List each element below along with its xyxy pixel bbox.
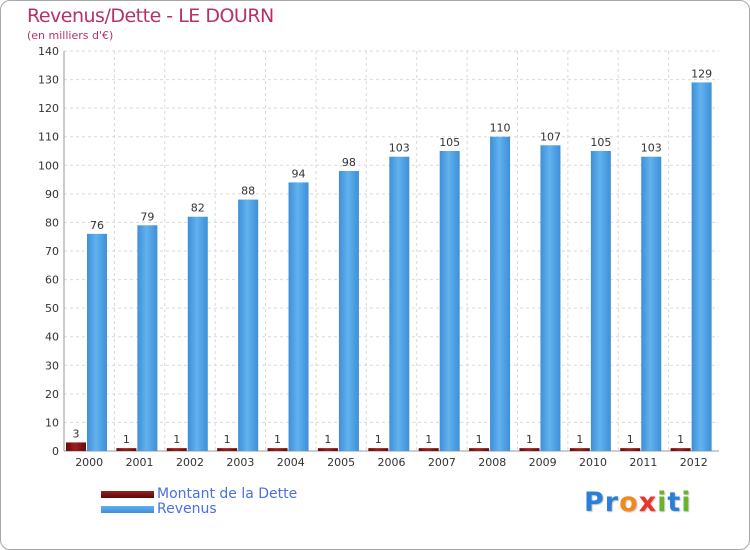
- data-label-revenus-2011: 103: [641, 142, 662, 155]
- data-label-dette-2008: 1: [476, 433, 483, 446]
- logo-letter-1: r: [604, 487, 620, 518]
- bar-revenus-2004: [288, 182, 309, 451]
- data-label-dette-2002: 1: [173, 433, 180, 446]
- data-label-revenus-2000: 76: [90, 219, 104, 232]
- data-label-revenus-2010: 105: [590, 136, 611, 149]
- data-label-dette-2005: 1: [324, 433, 331, 446]
- y-tick-label-80: 80: [45, 216, 59, 229]
- x-tick-label-2004: 2004: [277, 456, 305, 469]
- y-tick-label-110: 110: [38, 131, 59, 144]
- data-label-revenus-2001: 79: [140, 210, 154, 223]
- bar-dette-2012: [670, 448, 691, 451]
- data-label-dette-2003: 1: [224, 433, 231, 446]
- y-tick-label-40: 40: [45, 331, 59, 344]
- bar-dette-2000: [66, 442, 86, 451]
- bar-revenus-2006: [389, 156, 410, 451]
- data-label-revenus-2004: 94: [292, 167, 306, 180]
- x-tick-label-2012: 2012: [680, 456, 708, 469]
- logo-letter-4: i: [657, 487, 668, 518]
- y-tick-label-70: 70: [45, 245, 59, 258]
- bar-dette-2006: [368, 448, 389, 451]
- legend-swatch-revenus: [101, 506, 154, 513]
- data-label-revenus-2003: 88: [241, 185, 255, 198]
- bar-revenus-2005: [338, 171, 359, 451]
- y-tick-label-50: 50: [45, 302, 59, 315]
- logo-letter-6: i: [681, 487, 692, 518]
- x-tick-label-2003: 2003: [226, 456, 254, 469]
- y-tick-label-30: 30: [45, 359, 59, 372]
- chart-subtitle: (en milliers d'€): [27, 29, 114, 42]
- bar-layer: [66, 82, 712, 452]
- chart-title: Revenus/Dette - LE DOURN: [27, 5, 274, 27]
- data-label-dette-2004: 1: [274, 433, 281, 446]
- x-tick-label-2000: 2000: [75, 456, 103, 469]
- x-tick-label-2002: 2002: [176, 456, 204, 469]
- bar-revenus-2001: [137, 225, 158, 451]
- bar-revenus-2003: [238, 199, 259, 451]
- bar-dette-2009: [519, 448, 540, 451]
- y-tick-label-0: 0: [52, 445, 59, 458]
- logo-letter-0: P: [584, 487, 605, 518]
- bar-revenus-2011: [641, 156, 662, 451]
- x-tick-label-2010: 2010: [579, 456, 607, 469]
- y-tick-label-100: 100: [38, 159, 59, 172]
- bar-revenus-2008: [490, 136, 511, 451]
- x-tick-label-2006: 2006: [378, 456, 406, 469]
- data-label-dette-2009: 1: [526, 433, 533, 446]
- data-label-dette-2010: 1: [576, 433, 583, 446]
- x-tick-label-2011: 2011: [629, 456, 657, 469]
- bar-revenus-2012: [691, 82, 712, 451]
- label-layer: 0 10 20 30 40 50 60 70 80 90 100 110 120 130 140 3 76 200…: [38, 45, 712, 469]
- y-tick-label-90: 90: [45, 188, 59, 201]
- logo-letter-3: x: [638, 487, 658, 518]
- bar-dette-2011: [620, 448, 641, 451]
- bar-dette-2003: [217, 448, 238, 451]
- y-tick-label-10: 10: [45, 416, 59, 429]
- bar-dette-2010: [569, 448, 590, 451]
- bar-dette-2004: [267, 448, 288, 451]
- bar-revenus-2000: [87, 233, 107, 451]
- data-label-dette-2006: 1: [375, 433, 382, 446]
- legend-swatch-dette: [101, 491, 154, 498]
- proxiti-logo: Proxiti: [584, 487, 692, 518]
- legend-label-revenus: Revenus: [157, 501, 217, 517]
- bar-revenus-2002: [187, 216, 208, 451]
- data-label-dette-2001: 1: [123, 433, 130, 446]
- bar-dette-2007: [418, 448, 439, 451]
- y-tick-label-20: 20: [45, 388, 59, 401]
- data-label-dette-2007: 1: [425, 433, 432, 446]
- data-label-revenus-2007: 105: [439, 136, 460, 149]
- grid-layer: [64, 50, 719, 451]
- bar-revenus-2010: [590, 151, 611, 451]
- y-tick-label-140: 140: [38, 45, 59, 58]
- x-tick-label-2007: 2007: [428, 456, 456, 469]
- data-label-revenus-2002: 82: [191, 202, 205, 215]
- data-label-revenus-2006: 103: [389, 142, 410, 155]
- x-tick-label-2009: 2009: [529, 456, 557, 469]
- bar-revenus-2007: [439, 151, 460, 451]
- bar-dette-2001: [116, 448, 137, 451]
- bar-dette-2008: [469, 448, 490, 451]
- data-label-revenus-2008: 110: [490, 122, 511, 135]
- bar-dette-2002: [166, 448, 187, 451]
- x-tick-label-2008: 2008: [478, 456, 506, 469]
- data-label-revenus-2012: 129: [691, 67, 712, 80]
- bar-dette-2005: [317, 448, 338, 451]
- data-label-revenus-2005: 98: [342, 156, 356, 169]
- logo-letter-5: t: [667, 487, 682, 518]
- y-tick-label-60: 60: [45, 274, 59, 287]
- data-label-revenus-2009: 107: [540, 130, 561, 143]
- y-tick-label-120: 120: [38, 102, 59, 115]
- data-label-dette-2011: 1: [627, 433, 634, 446]
- legend-label-dette: Montant de la Dette: [157, 486, 298, 502]
- data-label-dette-2000: 3: [73, 427, 80, 440]
- x-tick-label-2001: 2001: [126, 456, 154, 469]
- y-tick-label-130: 130: [38, 74, 59, 87]
- x-tick-label-2005: 2005: [327, 456, 355, 469]
- data-label-dette-2012: 1: [677, 433, 684, 446]
- logo-letter-2: o: [619, 487, 639, 518]
- bar-revenus-2009: [540, 145, 561, 452]
